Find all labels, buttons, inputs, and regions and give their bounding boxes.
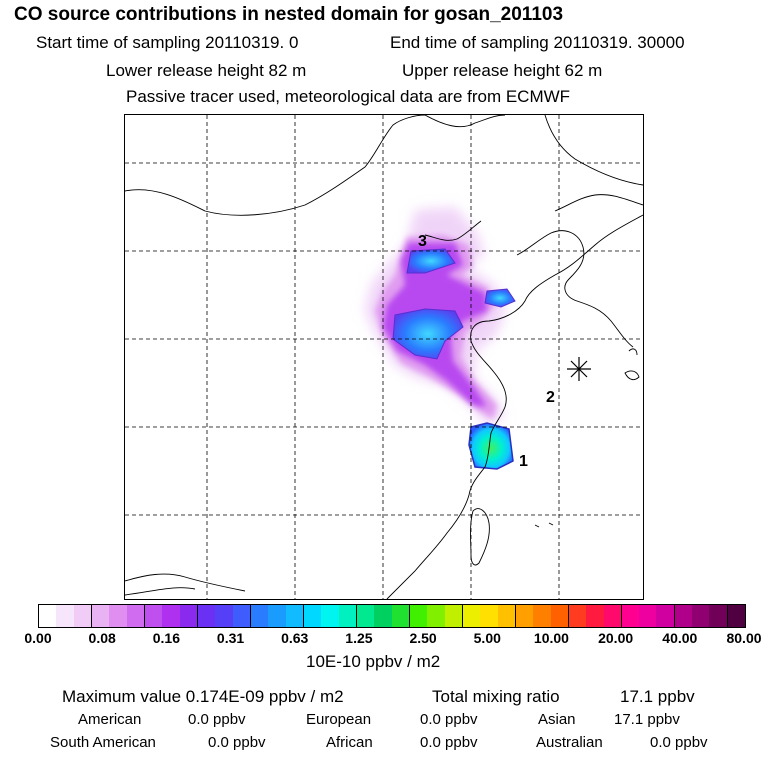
colorbar-swatch [144,605,163,627]
region-name-asian: Asian [538,711,576,728]
colorbar-swatch [497,605,516,627]
graticule [125,115,643,599]
total-mixing-label: Total mixing ratio [432,687,560,706]
colorbar-swatch [215,605,233,627]
colorbar-swatch [603,605,622,627]
colorbar-tick-label: 2.50 [409,630,437,646]
upper-release-label: Upper release height 62 m [402,61,603,80]
colorbar-swatch [409,605,428,627]
colorbar-swatch [73,605,92,627]
colorbar-tick-label: 20.00 [598,630,634,646]
region-value-african: 0.0 ppbv [420,734,478,751]
colorbar-swatch [515,605,534,627]
colorbar-swatch [550,605,569,627]
colorbar-tick-label: 5.00 [473,630,501,646]
colorbar-tick-label: 0.31 [216,630,245,646]
colorbar-swatch [179,605,198,627]
colorbar-swatch [480,605,498,627]
region-value-asian: 17.1 ppbv [614,711,680,728]
region-value-european: 0.0 ppbv [420,711,478,728]
region-value-australian: 0.0 ppbv [650,734,708,751]
colorbar-tick-label: 80.00 [726,630,762,646]
map-label-2: 2 [546,389,555,406]
receptor-marker-icon [567,357,591,381]
colorbar-swatch [109,605,127,627]
colorbar-swatch [533,605,551,627]
plume-core [392,248,516,470]
region-name-australian: Australian [536,734,603,751]
colorbar-swatch [197,605,216,627]
lower-release-label: Lower release height 82 m [106,61,307,80]
colorbar-tick-label: 40.00 [662,630,698,646]
colorbar-swatch [444,605,463,627]
colorbar-tick-label: 1.25 [345,630,373,646]
colorbar-swatch [709,605,728,627]
colorbar-swatch [656,605,675,627]
colorbar-swatch [374,605,392,627]
total-mixing-value: 17.1 ppbv [620,687,695,706]
colorbar-units: 10E-10 ppbv / m2 [306,652,441,671]
colorbar-swatch [285,605,304,627]
colorbar-swatch [727,605,746,627]
colorbar [38,604,746,628]
map-label-3: 3 [418,233,427,250]
region-value-south-american: 0.0 ppbv [208,734,266,751]
colorbar-swatch [56,605,74,627]
colorbar-swatch [321,605,339,627]
colorbar-swatch [356,605,375,627]
colorbar-swatch [391,605,410,627]
tracer-info-label: Passive tracer used, meteorological data… [126,87,571,106]
colorbar-swatch [621,605,640,627]
colorbar-tick-label: 0.08 [88,630,116,646]
region-name-american: American [78,711,142,728]
region-name-south-american: South American [50,734,156,751]
region-value-american: 0.0 ppbv [188,711,246,728]
colorbar-tick-label: 10.00 [533,630,569,646]
colorbar-tick-label: 0.63 [281,630,309,646]
colorbar-swatch [639,605,657,627]
map-label-1: 1 [519,453,528,470]
colorbar-swatch [232,605,251,627]
colorbar-swatch [126,605,145,627]
coastlines [125,115,643,599]
colorbar-swatch [91,605,110,627]
colorbar-tick-label: 0.00 [24,630,52,646]
max-value-label: Maximum value 0.174E-09 ppbv / m2 [62,687,344,706]
colorbar-swatch [250,605,269,627]
region-name-african: African [326,734,373,751]
region-name-european: European [306,711,372,728]
colorbar-swatch [568,605,587,627]
figure-title: CO source contributions in nested domain… [14,4,564,25]
colorbar-swatch [674,605,693,627]
colorbar-swatch [427,605,445,627]
colorbar-swatch [39,605,57,627]
map-panel: 1 2 3 [124,114,644,600]
start-time-label: Start time of sampling 20110319. 0 [36,33,299,52]
map-svg [125,115,643,599]
end-time-label: End time of sampling 20110319. 30000 [390,33,685,52]
colorbar-swatch [586,605,604,627]
colorbar-swatch [692,605,710,627]
colorbar-swatch [338,605,357,627]
colorbar-swatch [162,605,180,627]
colorbar-swatch [462,605,481,627]
colorbar-tick-label: 0.16 [152,630,180,646]
colorbar-swatch [268,605,286,627]
colorbar-swatch [303,605,322,627]
